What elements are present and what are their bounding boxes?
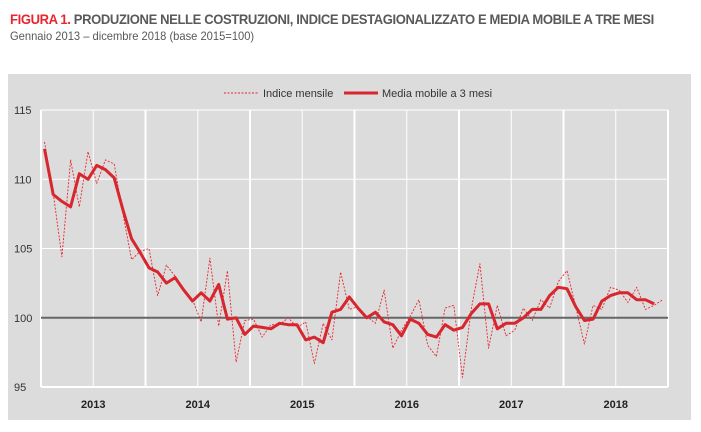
y-tick-label: 110 xyxy=(14,174,32,186)
legend-label-indice: Indice mensile xyxy=(263,88,333,100)
chart-title: FIGURA 1. PRODUZIONE NELLE COSTRUZIONI, … xyxy=(10,11,654,27)
chart-subtitle: Gennaio 2013 – dicembre 2018 (base 2015=… xyxy=(10,29,255,43)
legend: Indice mensile Media mobile a 3 mesi xyxy=(224,88,492,100)
legend-label-media: Media mobile a 3 mesi xyxy=(382,88,492,100)
x-tick-label: 2016 xyxy=(395,399,419,411)
title-text: PRODUZIONE NELLE COSTRUZIONI, INDICE DES… xyxy=(73,11,654,27)
x-tick-label: 2018 xyxy=(604,399,628,411)
series-media-mobile xyxy=(43,148,655,345)
series-indice-mensile xyxy=(44,141,664,378)
y-tick-label: 100 xyxy=(14,313,32,325)
x-tick-label: 2013 xyxy=(81,399,105,411)
x-tick-label: 2017 xyxy=(499,399,523,411)
x-tick-label: 2014 xyxy=(186,399,211,411)
x-tick-label: 2015 xyxy=(290,399,314,411)
y-tick-label: 105 xyxy=(14,244,32,256)
figure-label: FIGURA 1. xyxy=(10,11,71,27)
y-tick-label: 115 xyxy=(14,105,32,117)
y-tick-label: 95 xyxy=(14,382,26,394)
chart-background xyxy=(8,74,691,420)
